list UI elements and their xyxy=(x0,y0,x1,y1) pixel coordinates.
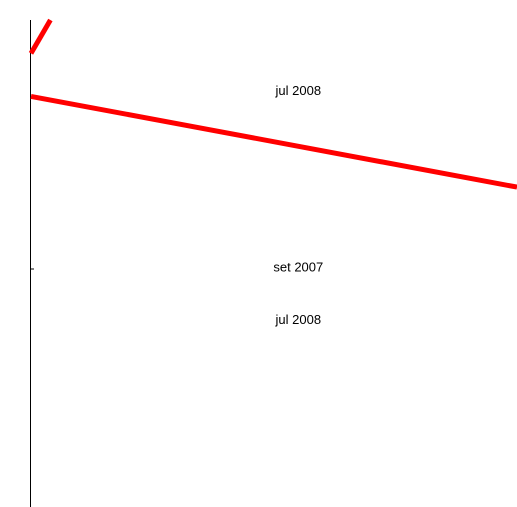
chart-series xyxy=(28,18,517,190)
series-line-segment-2 xyxy=(30,93,517,190)
chart-annotations: jul 2008 set 2007 jul 2008 xyxy=(273,83,323,327)
series-line-segment-1 xyxy=(28,18,53,55)
chart-axes xyxy=(30,20,34,507)
annotation-label-2: set 2007 xyxy=(273,260,323,275)
annotation-label-3: jul 2008 xyxy=(275,312,322,327)
annotation-label-1: jul 2008 xyxy=(275,83,322,98)
